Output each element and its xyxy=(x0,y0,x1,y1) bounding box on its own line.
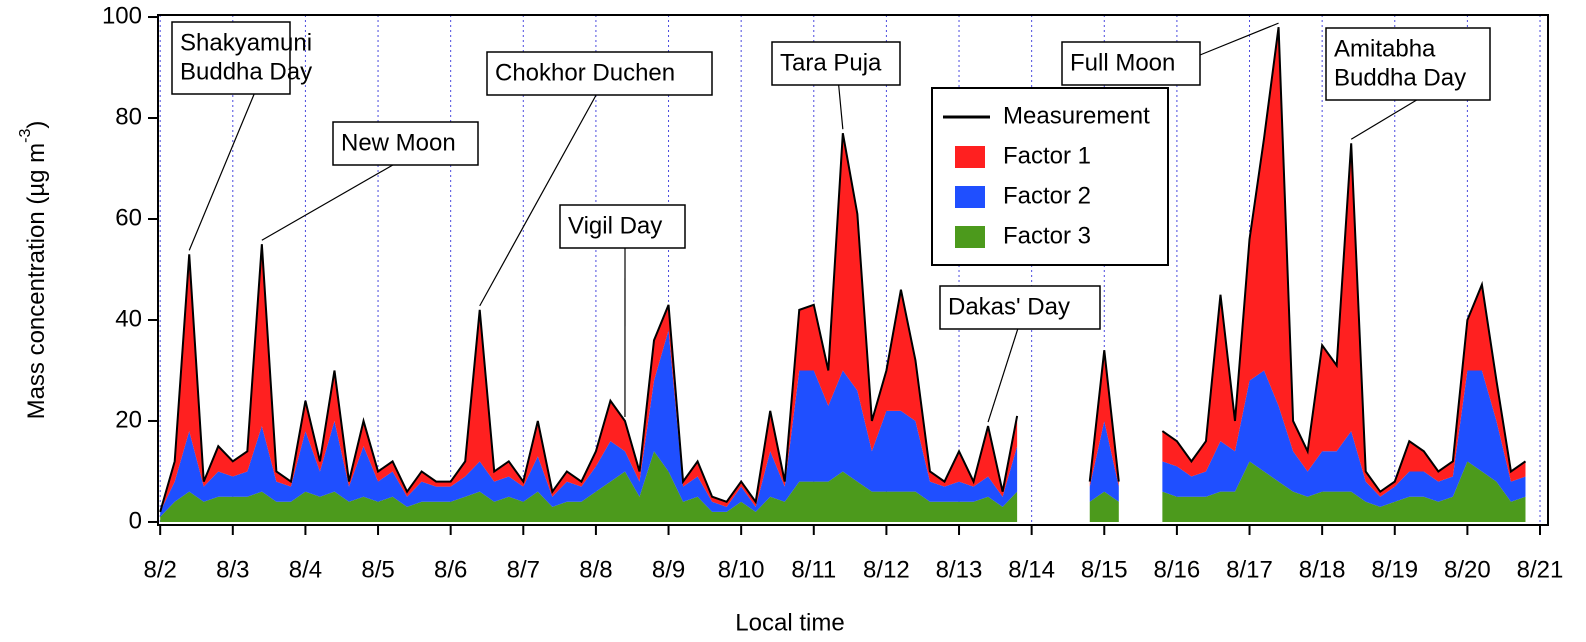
y-tick-label: 40 xyxy=(115,305,142,332)
y-axis-title-end: ) xyxy=(23,121,50,129)
annotation-box xyxy=(771,41,901,86)
annotation-leader xyxy=(1350,97,1421,140)
annotation-box xyxy=(939,285,1101,330)
x-tick-label: 8/8 xyxy=(579,556,612,583)
x-tick-label: 8/10 xyxy=(718,556,765,583)
x-tick-label: 8/6 xyxy=(434,556,467,583)
area xyxy=(160,27,1526,512)
x-tick-label: 8/5 xyxy=(361,556,394,583)
annotation-text: New Moon xyxy=(341,129,456,156)
y-axis-title-main: Mass concentration (µg m xyxy=(23,143,50,420)
legend-label: Factor 2 xyxy=(1003,182,1091,209)
x-tick-label: 8/3 xyxy=(216,556,249,583)
annotation-text: Vigil Day xyxy=(568,212,662,239)
y-tick-label: 100 xyxy=(102,2,142,29)
y-axis-title-sup: -3 xyxy=(17,128,34,142)
annotation-text: Buddha Day xyxy=(1334,64,1466,91)
annotation-box xyxy=(332,121,479,166)
annotation-leader xyxy=(1199,22,1279,56)
y-tick-label: 80 xyxy=(115,103,142,130)
annotation-text: Full Moon xyxy=(1070,49,1175,76)
x-tick-label: 8/15 xyxy=(1081,556,1128,583)
y-tick-label: 20 xyxy=(115,406,142,433)
annotation-text: Chokhor Duchen xyxy=(495,59,675,86)
annotation-box xyxy=(171,21,291,95)
x-tick-label: 8/14 xyxy=(1008,556,1055,583)
annotation-box xyxy=(559,204,686,249)
annotation-text: Dakas' Day xyxy=(948,293,1070,320)
annotation-leader xyxy=(837,77,844,130)
x-tick-label: 8/7 xyxy=(507,556,540,583)
annotation-leader xyxy=(188,91,256,251)
area xyxy=(160,451,1526,522)
annotation-box xyxy=(486,51,713,96)
plot-frame xyxy=(157,14,1549,526)
area xyxy=(160,330,1526,517)
annotation-text: Buddha Day xyxy=(180,58,312,85)
x-tick-label: 8/17 xyxy=(1226,556,1273,583)
annotation-text: Amitabha xyxy=(1334,35,1436,62)
x-tick-label: 8/20 xyxy=(1444,556,1491,583)
x-tick-label: 8/19 xyxy=(1371,556,1418,583)
x-tick-label: 8/11 xyxy=(791,556,836,583)
legend-label: Measurement xyxy=(1003,102,1150,129)
x-tick-label: 8/2 xyxy=(143,556,176,583)
legend-swatch xyxy=(955,146,985,168)
x-tick-label: 8/18 xyxy=(1299,556,1346,583)
line xyxy=(159,26,1527,513)
legend-swatch xyxy=(955,226,985,248)
x-tick-label: 8/4 xyxy=(289,556,322,583)
legend-swatch xyxy=(955,186,985,208)
y-tick-label: 60 xyxy=(115,204,142,231)
annotation-leader xyxy=(987,321,1021,423)
x-tick-label: 8/12 xyxy=(863,556,910,583)
y-tick-label: 0 xyxy=(129,507,142,534)
x-axis-title: Local time xyxy=(735,609,844,636)
legend-label: Factor 3 xyxy=(1003,222,1091,249)
x-tick-label: 8/16 xyxy=(1154,556,1201,583)
annotation-box xyxy=(1325,27,1491,101)
legend-label: Factor 1 xyxy=(1003,142,1091,169)
x-tick-label: 8/21 xyxy=(1517,556,1564,583)
annotation-leader xyxy=(261,157,406,241)
annotation-text: Tara Puja xyxy=(780,49,882,76)
annotation-leader xyxy=(479,87,601,307)
annotation-box xyxy=(1061,41,1201,86)
annotation-text: Shakyamuni xyxy=(180,29,312,56)
x-tick-label: 8/13 xyxy=(936,556,983,583)
y-axis-title: Mass concentration (µg m-3) xyxy=(17,121,50,420)
x-tick-label: 8/9 xyxy=(652,556,685,583)
